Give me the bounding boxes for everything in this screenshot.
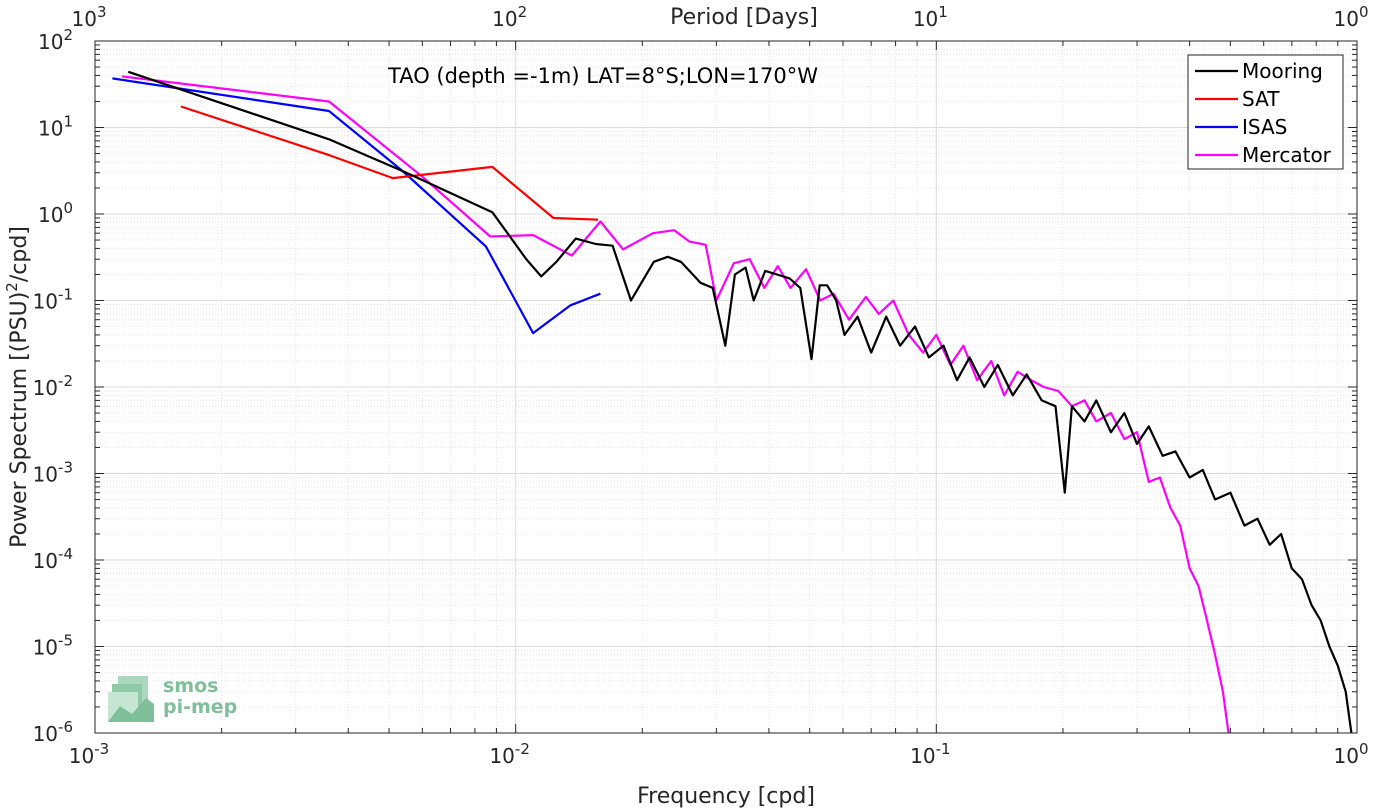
x-axis-label: Frequency [cpd] (637, 784, 815, 809)
series-line-mooring (127, 70, 1353, 734)
legend: Mooring SAT ISAS Mercator (1187, 54, 1344, 170)
major-grid (95, 41, 1357, 733)
y-tick-label: 10-1 (33, 286, 73, 314)
legend-box (1187, 54, 1344, 170)
x-tick-label: 100 (1334, 740, 1369, 768)
chart-title: TAO (depth =-1m) LAT=8°S;LON=170°W (387, 64, 818, 88)
logo-text-smos: smos (163, 675, 218, 697)
top-tick-label: 103 (72, 3, 107, 31)
tick-marks (94, 40, 1358, 734)
series-lines (112, 70, 1353, 734)
logo-text-pimep: pi-mep (163, 696, 237, 718)
series-line-mercator (121, 75, 1230, 734)
x-tick-label: 10-1 (910, 740, 950, 768)
minor-grid (95, 41, 1357, 733)
y-tick-label: 10-6 (33, 718, 73, 746)
logo-mark (108, 676, 154, 722)
x-tick-label: 10-2 (489, 740, 529, 768)
y-axis-label: Power Spectrum [(PSU)2/cpd] (3, 226, 32, 548)
y-tick-label: 100 (38, 199, 73, 227)
y-tick-label: 10-3 (33, 459, 73, 487)
y-tick-label: 10-2 (33, 372, 73, 400)
legend-label-mercator: Mercator (1242, 143, 1332, 167)
y-tick-label: 102 (38, 26, 73, 54)
x-tick-label: 10-3 (69, 740, 109, 768)
y-tick-label: 101 (38, 113, 73, 141)
top-tick-label: 101 (913, 3, 948, 31)
legend-label-mooring: Mooring (1242, 59, 1323, 83)
series-line-sat (180, 105, 599, 221)
legend-label-isas: ISAS (1242, 115, 1287, 139)
y-tick-label: 10-5 (33, 632, 73, 660)
top-axis-label: Period [Days] (670, 5, 818, 30)
y-tick-label: 10-4 (33, 545, 73, 573)
top-tick-label: 102 (492, 3, 527, 31)
top-tick-label: 100 (1334, 3, 1369, 31)
legend-label-sat: SAT (1242, 87, 1280, 111)
series-line-isas (112, 77, 601, 335)
smos-pimep-logo: smos pi-mep (108, 675, 237, 722)
